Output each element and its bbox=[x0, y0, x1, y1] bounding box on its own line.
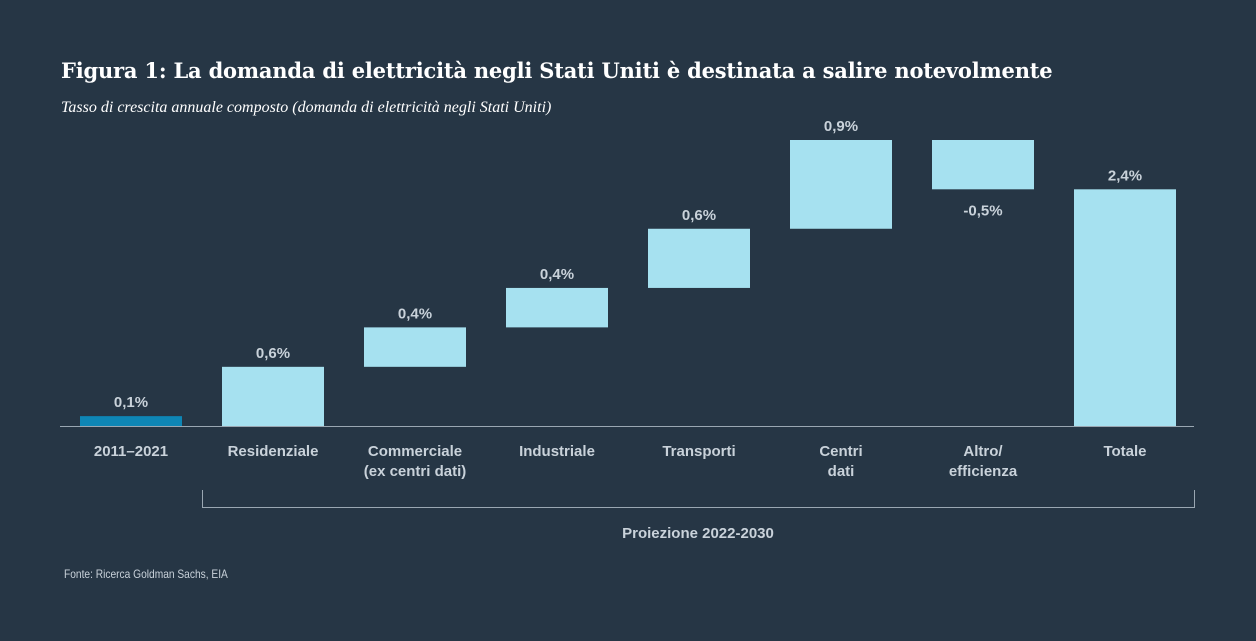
bar-value-label-4: 0,6% bbox=[682, 207, 716, 224]
projection-bracket bbox=[202, 490, 1195, 508]
bar-value-label-7: 2,4% bbox=[1108, 167, 1142, 184]
bar-3 bbox=[506, 287, 608, 328]
bar-1 bbox=[222, 366, 324, 426]
category-label-2: Commerciale (ex centri dati) bbox=[364, 443, 467, 480]
bar-7 bbox=[1074, 189, 1176, 426]
category-label-7: Totale bbox=[1103, 443, 1146, 460]
bar-value-label-5: 0,9% bbox=[824, 118, 858, 135]
bar-value-label-0: 0,1% bbox=[114, 394, 148, 411]
bar-value-label-1: 0,6% bbox=[256, 345, 290, 362]
bar-value-label-2: 0,4% bbox=[398, 305, 432, 322]
category-label-5: Centri dati bbox=[819, 443, 862, 480]
projection-bracket-label: Proiezione 2022-2030 bbox=[622, 525, 774, 542]
bar-6 bbox=[932, 140, 1034, 190]
category-label-3: Industriale bbox=[519, 443, 595, 460]
bar-0 bbox=[80, 416, 182, 426]
bar-2 bbox=[364, 327, 466, 367]
chart-subtitle: Tasso di crescita annuale composto (doma… bbox=[61, 99, 552, 116]
bar-value-label-6: -0,5% bbox=[963, 202, 1002, 219]
category-label-1: Residenziale bbox=[228, 443, 319, 460]
bar-4 bbox=[648, 228, 750, 288]
bar-value-label-3: 0,4% bbox=[540, 266, 574, 283]
chart-title: Figura 1: La domanda di elettricità negl… bbox=[61, 58, 1053, 83]
bar-5 bbox=[790, 140, 892, 229]
category-label-4: Transporti bbox=[662, 443, 735, 460]
source-note: Fonte: Ricerca Goldman Sachs, EIA bbox=[64, 567, 228, 581]
category-label-0: 2011–2021 bbox=[94, 443, 168, 460]
category-label-6: Altro/efficienza bbox=[949, 443, 1018, 480]
